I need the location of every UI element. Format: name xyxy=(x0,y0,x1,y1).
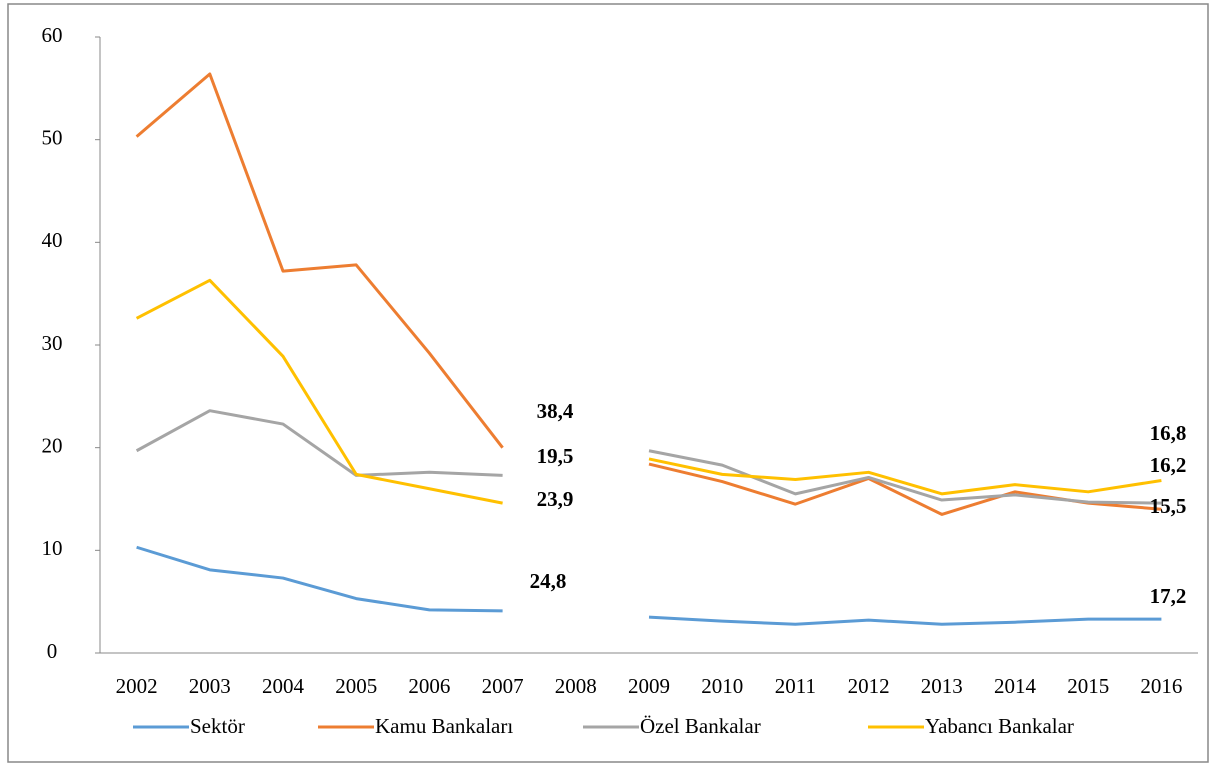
x-tick-label: 2007 xyxy=(482,674,524,698)
annotation: 17,2 xyxy=(1150,584,1187,608)
legend-label: Özel Bankalar xyxy=(640,714,761,738)
frame xyxy=(7,3,1209,763)
y-tick-label: 30 xyxy=(42,331,63,355)
x-tick-label: 2008 xyxy=(555,674,597,698)
x-tick-label: 2006 xyxy=(408,674,450,698)
x-tick-label: 2015 xyxy=(1067,674,1109,698)
annotation: 24,8 xyxy=(530,569,567,593)
annotation: 15,5 xyxy=(1150,494,1187,518)
x-tick-label: 2013 xyxy=(921,674,963,698)
annotation: 16,8 xyxy=(1150,421,1187,445)
y-tick-label: 20 xyxy=(42,433,63,457)
legend-label: Kamu Bankaları xyxy=(375,714,513,738)
annotation: 16,2 xyxy=(1150,453,1187,477)
x-tick-label: 2010 xyxy=(701,674,743,698)
x-tick-label: 2002 xyxy=(116,674,158,698)
x-tick-label: 2009 xyxy=(628,674,670,698)
x-tick-label: 2016 xyxy=(1140,674,1182,698)
x-tick-label: 2005 xyxy=(335,674,377,698)
x-tick-label: 2011 xyxy=(775,674,816,698)
y-tick-label: 50 xyxy=(42,125,63,149)
series-line xyxy=(136,545,1162,626)
series-line xyxy=(135,278,1162,505)
y-tick-label: 10 xyxy=(42,536,63,560)
legend-label: Sektör xyxy=(190,714,245,738)
x-tick-label: 2014 xyxy=(994,674,1037,698)
x-tick-label: 2012 xyxy=(848,674,890,698)
legend-label: Yabancı Bankalar xyxy=(925,714,1074,738)
y-tick-label: 60 xyxy=(42,23,63,47)
annotation: 23,9 xyxy=(537,487,574,511)
y-tick-label: 40 xyxy=(42,228,63,252)
x-tick-label: 2004 xyxy=(262,674,305,698)
annotation: 19,5 xyxy=(537,444,574,468)
annotation: 38,4 xyxy=(537,399,574,423)
y-tick-label: 0 xyxy=(47,639,58,663)
x-tick-label: 2003 xyxy=(189,674,231,698)
series-line xyxy=(135,409,1162,505)
